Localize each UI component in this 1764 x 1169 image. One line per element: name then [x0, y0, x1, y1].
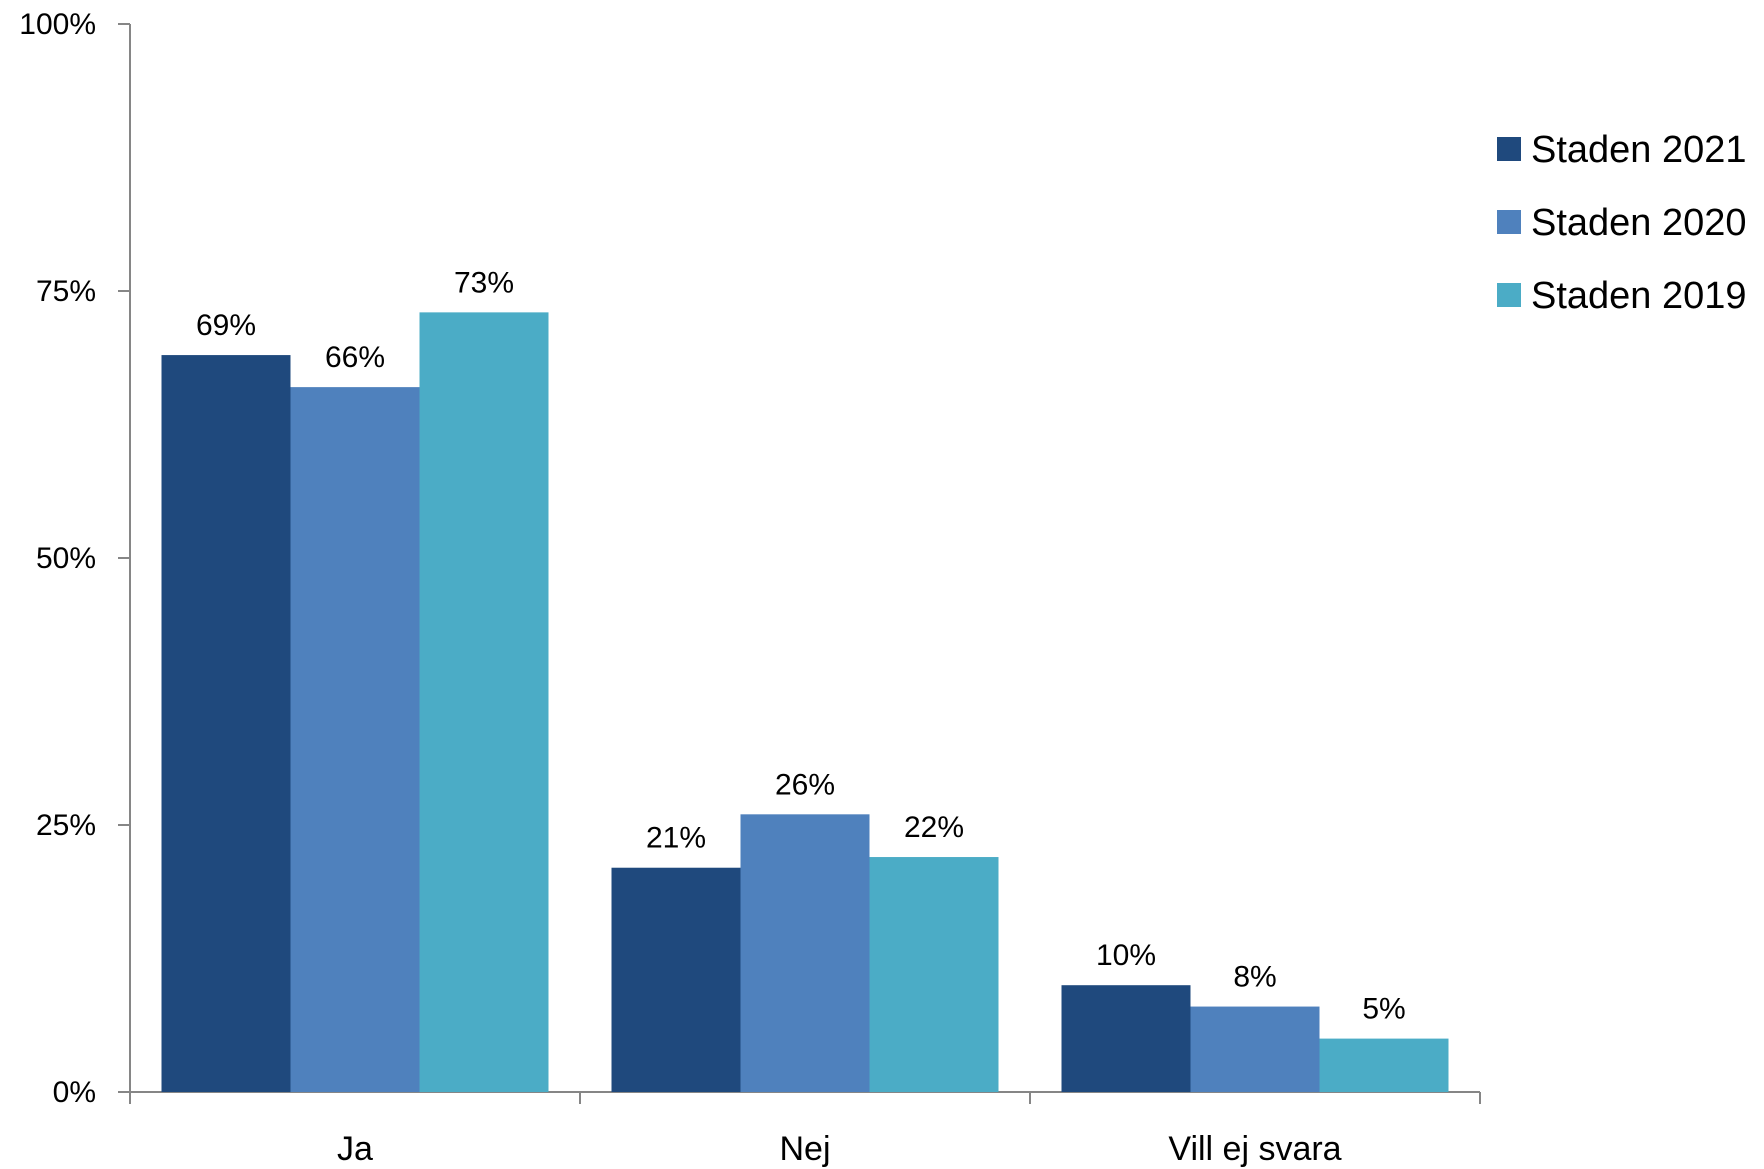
bar	[869, 857, 999, 1092]
x-category-label: Ja	[337, 1130, 373, 1168]
data-label: 26%	[775, 768, 835, 801]
legend-swatch	[1497, 283, 1521, 307]
bar	[611, 867, 741, 1092]
bars: 69% 66% 73% 21% 26% 22% 10% 8% 5%	[161, 266, 1449, 1093]
y-tick-label: 75%	[36, 275, 96, 308]
bar	[1190, 1006, 1320, 1092]
bar	[161, 355, 291, 1093]
legend-swatch	[1497, 210, 1521, 234]
data-label: 22%	[904, 811, 964, 844]
bar	[419, 312, 549, 1092]
data-label: 21%	[646, 822, 706, 855]
axes: 0% 25% 50% 75% 100% Ja Nej Vill ej svara	[19, 8, 1481, 1168]
x-category-label: Nej	[779, 1130, 830, 1168]
data-label: 5%	[1362, 993, 1405, 1026]
legend: Staden 2021 Staden 2020 Staden 2019	[1497, 129, 1747, 317]
data-label: 10%	[1096, 939, 1156, 972]
bar	[290, 387, 420, 1092]
y-tick-label: 0%	[53, 1076, 96, 1109]
legend-label: Staden 2021	[1531, 129, 1747, 171]
legend-label: Staden 2020	[1531, 202, 1747, 244]
legend-label: Staden 2019	[1531, 275, 1747, 317]
bar	[1319, 1038, 1449, 1092]
data-label: 73%	[454, 266, 514, 299]
data-label: 8%	[1233, 961, 1276, 994]
y-tick-label: 100%	[19, 8, 96, 41]
data-label: 69%	[196, 309, 256, 342]
y-tick-label: 25%	[36, 809, 96, 842]
x-category-label: Vill ej svara	[1168, 1130, 1341, 1168]
data-label: 66%	[325, 341, 385, 374]
y-tick-label: 50%	[36, 542, 96, 575]
bar	[1061, 985, 1191, 1092]
legend-swatch	[1497, 137, 1521, 161]
bar	[740, 814, 870, 1092]
